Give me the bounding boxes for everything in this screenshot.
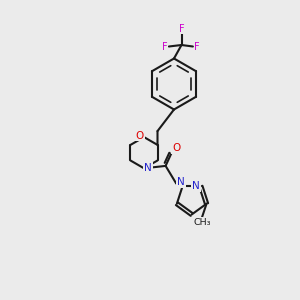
Text: F: F: [162, 41, 167, 52]
Text: N: N: [192, 181, 200, 191]
Text: F: F: [194, 41, 200, 52]
Text: O: O: [172, 143, 180, 153]
Text: CH₃: CH₃: [193, 218, 211, 227]
Text: N: N: [144, 163, 152, 173]
Text: F: F: [179, 23, 184, 34]
Text: N: N: [177, 177, 185, 187]
Text: O: O: [136, 130, 144, 141]
